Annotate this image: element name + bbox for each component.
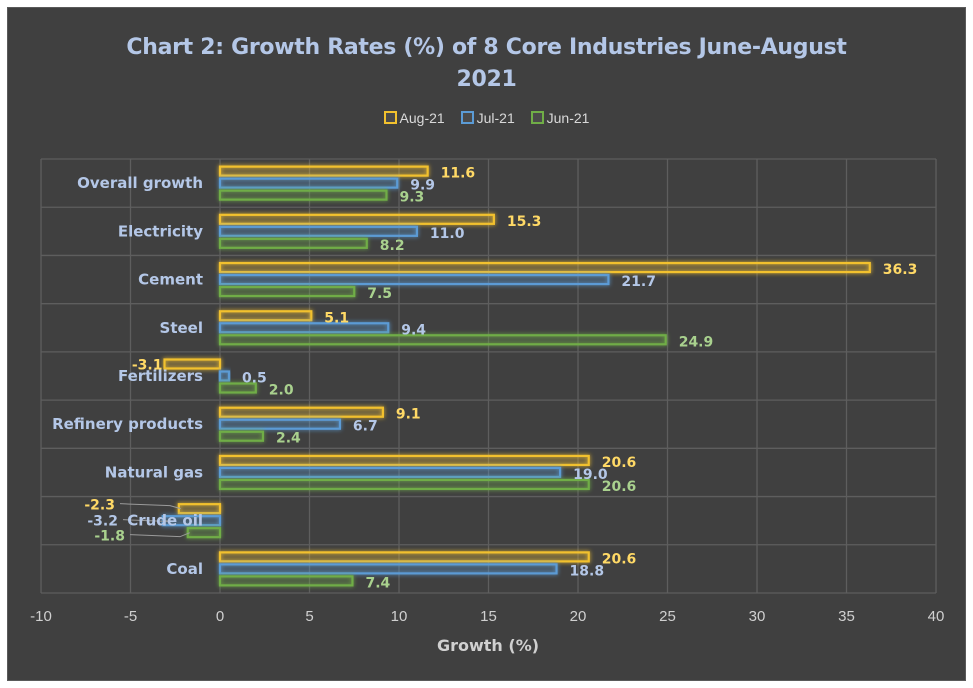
category-label-cement: Cement bbox=[138, 271, 203, 289]
value-label-natural-gas-aug-21: 20.6 bbox=[602, 455, 637, 471]
bar-refinery-products-jun-21[interactable] bbox=[218, 430, 265, 442]
x-tick-label: 0 bbox=[216, 608, 224, 625]
chart-title: Chart 2: Growth Rates (%) of 8 Core Indu… bbox=[0, 32, 973, 96]
x-axis-title: Growth (%) bbox=[437, 636, 539, 655]
category-label-electricity: Electricity bbox=[118, 222, 203, 240]
bar-natural-gas-jul-21[interactable] bbox=[218, 466, 562, 479]
value-labels: 11.6 9.99.3 15.3 11.0 8.2 36.3 21.7 7.5 5.1 9.4 24… bbox=[84, 166, 917, 592]
bar-coal-jun-21[interactable] bbox=[218, 575, 354, 587]
legend-label: Jun-21 bbox=[546, 110, 590, 126]
bar-fertilizers-jul-21[interactable] bbox=[218, 370, 231, 382]
bar-fertilizers-jun-21[interactable] bbox=[218, 382, 257, 394]
bar-crude-oil-jun-21[interactable] bbox=[186, 527, 222, 539]
bar-coal-jul-21[interactable] bbox=[218, 563, 558, 575]
value-label-electricity-jul-21: 11.0 bbox=[430, 226, 465, 242]
bar-crude-oil-jul-21[interactable] bbox=[161, 515, 222, 527]
legend-label: Aug-21 bbox=[399, 110, 445, 126]
value-label-steel-jul-21: 9.4 bbox=[401, 322, 426, 338]
leader-line bbox=[119, 503, 181, 510]
value-label-refinery-products-aug-21: 9.1 bbox=[396, 407, 421, 423]
legend-label: Jul-21 bbox=[476, 110, 515, 126]
value-label-electricity-aug-21: 15.3 bbox=[507, 214, 542, 230]
bar-overall-growth-jul-21[interactable] bbox=[218, 177, 399, 189]
bar-overall-growth-jun-21[interactable] bbox=[218, 189, 388, 201]
category-label-crude-oil: Crude oil bbox=[127, 512, 203, 530]
bar-crude-oil-aug-21[interactable] bbox=[177, 503, 222, 515]
bar-electricity-aug-21[interactable] bbox=[218, 213, 495, 225]
category-label-refinery-products: Refinery products bbox=[52, 415, 203, 433]
x-tick-label: 25 bbox=[659, 608, 676, 625]
bar-refinery-products-jul-21[interactable] bbox=[218, 418, 342, 430]
bar-natural-gas-aug-21[interactable] bbox=[218, 454, 590, 467]
gridlines bbox=[40, 158, 937, 594]
bar-cement-aug-21[interactable] bbox=[218, 261, 871, 274]
value-label-electricity-jun-21: 8.2 bbox=[380, 238, 405, 254]
category-labels: Overall growth Electricity Cement Steel Fert… bbox=[52, 174, 203, 578]
value-label-steel-jun-21: 24.9 bbox=[679, 334, 714, 350]
value-label-fertilizers-jun-21: 2.0 bbox=[269, 383, 294, 399]
bar-overall-growth-aug-21[interactable] bbox=[218, 165, 429, 177]
value-label-coal-jul-21: 18.8 bbox=[570, 563, 605, 579]
category-label-overall-growth: Overall growth bbox=[77, 174, 203, 192]
value-label-overall-growth-jun-21: 9.3 bbox=[399, 190, 424, 206]
category-label-coal: Coal bbox=[166, 560, 203, 578]
bar-natural-gas-jun-21[interactable] bbox=[218, 478, 590, 491]
value-label-fertilizers-aug-21: -3.1 bbox=[132, 358, 163, 374]
bar-coal-aug-21[interactable] bbox=[218, 551, 590, 563]
bar-cement-jul-21[interactable] bbox=[218, 273, 610, 286]
value-label-cement-aug-21: 36.3 bbox=[883, 262, 918, 278]
bar-steel-aug-21[interactable] bbox=[218, 310, 313, 322]
category-label-steel: Steel bbox=[160, 319, 203, 337]
x-tick-label: 5 bbox=[305, 608, 313, 625]
legend-swatch-jun-21 bbox=[530, 111, 544, 124]
value-label-fertilizers-jul-21: 0.5 bbox=[242, 371, 267, 387]
legend-swatch-jul-21 bbox=[460, 111, 474, 124]
x-tick-label: 10 bbox=[391, 608, 408, 625]
leader-line bbox=[129, 532, 190, 538]
value-label-steel-aug-21: 5.1 bbox=[324, 310, 349, 326]
category-label-fertilizers: Fertilizers bbox=[118, 367, 203, 385]
bar-steel-jun-21[interactable] bbox=[218, 334, 667, 346]
x-tick-label: 20 bbox=[570, 608, 587, 625]
value-label-cement-jun-21: 7.5 bbox=[367, 286, 392, 302]
value-label-refinery-products-jun-21: 2.4 bbox=[276, 431, 301, 447]
value-label-natural-gas-jul-21: 19.0 bbox=[573, 467, 608, 483]
bar-steel-jul-21[interactable] bbox=[218, 322, 390, 334]
x-tick-label: -10 bbox=[30, 608, 52, 625]
legend-item-aug-21[interactable]: Aug-21 bbox=[383, 110, 445, 126]
x-tick-label: 30 bbox=[749, 608, 766, 625]
value-label-cement-jul-21: 21.7 bbox=[621, 274, 656, 290]
value-label-crude-oil-jul-21: -3.2 bbox=[87, 514, 118, 530]
bar-electricity-jul-21[interactable] bbox=[218, 225, 418, 237]
x-tick-label: -5 bbox=[124, 608, 137, 625]
value-label-crude-oil-aug-21: -2.3 bbox=[84, 498, 115, 514]
legend-item-jul-21[interactable]: Jul-21 bbox=[460, 110, 515, 126]
chart-title-line-2: 2021 bbox=[456, 67, 517, 92]
x-tick-label: 40 bbox=[928, 608, 945, 625]
leader-line bbox=[122, 519, 174, 523]
legend: Aug-21 Jul-21 Jun-21 bbox=[0, 110, 973, 126]
value-label-refinery-products-jul-21: 6.7 bbox=[353, 419, 378, 435]
value-label-coal-jun-21: 7.4 bbox=[365, 575, 390, 591]
legend-swatch-aug-21 bbox=[383, 111, 397, 124]
leader-lines bbox=[119, 503, 190, 538]
bar-refinery-products-aug-21[interactable] bbox=[218, 406, 384, 418]
value-label-crude-oil-jun-21: -1.8 bbox=[94, 529, 125, 545]
value-label-overall-growth-aug-21: 11.6 bbox=[441, 166, 476, 182]
category-label-natural-gas: Natural gas bbox=[105, 463, 203, 481]
bars bbox=[161, 165, 871, 587]
x-tick-label: 15 bbox=[480, 608, 497, 625]
value-label-overall-growth-jul-21: 9.9 bbox=[410, 178, 435, 194]
value-label-coal-aug-21: 20.6 bbox=[602, 551, 637, 567]
bar-electricity-jun-21[interactable] bbox=[218, 237, 368, 249]
bar-fertilizers-aug-21[interactable] bbox=[163, 358, 222, 370]
value-label-natural-gas-jun-21: 20.6 bbox=[602, 479, 637, 495]
legend-item-jun-21[interactable]: Jun-21 bbox=[530, 110, 590, 126]
bar-cement-jun-21[interactable] bbox=[218, 285, 356, 298]
x-tick-label: 35 bbox=[838, 608, 855, 625]
x-tick-labels: -10 -5 0 5 10 15 20 25 30 35 40 bbox=[30, 608, 944, 625]
chart-title-line-1: Chart 2: Growth Rates (%) of 8 Core Indu… bbox=[126, 35, 847, 60]
